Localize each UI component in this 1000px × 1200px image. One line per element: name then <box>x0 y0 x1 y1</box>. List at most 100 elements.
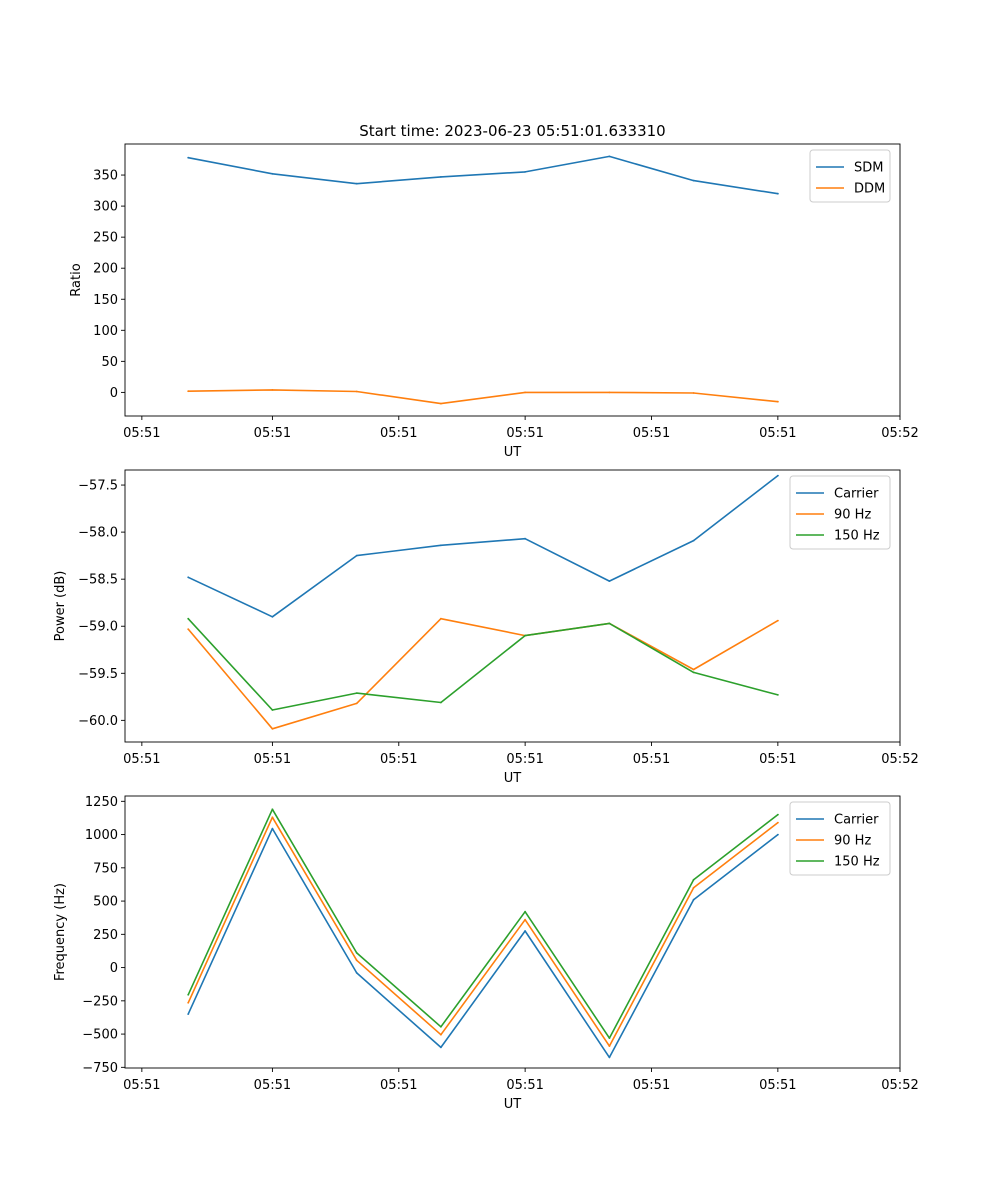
plot-frame <box>124 795 901 1069</box>
data-point <box>692 886 695 889</box>
y-tick-label: 250 <box>93 231 118 246</box>
data-point <box>440 1033 442 1036</box>
series-line-90-hz <box>187 617 779 730</box>
data-point <box>271 389 274 391</box>
y-tick-label: −750 <box>82 1061 118 1076</box>
y-tick-label: −60.0 <box>78 714 118 729</box>
data-point <box>355 972 358 974</box>
data-point <box>692 878 695 881</box>
data-point <box>524 918 526 921</box>
legend-label-ddm: DDM <box>854 182 885 197</box>
x-tick-label: 05:51 <box>633 426 670 441</box>
x-axis-label: UT <box>504 445 522 460</box>
legend-label-150-hz: 150 Hz <box>834 529 880 544</box>
y-tick-label: 750 <box>93 861 118 876</box>
y-tick-label: 100 <box>93 324 118 339</box>
chart-2: 05:51 05:51 05:51 05:51 05:51 05:51 05:52 −60.0… <box>53 469 919 786</box>
data-point <box>187 628 190 630</box>
data-point <box>271 808 274 811</box>
y-tick-label: −59.5 <box>78 667 118 682</box>
data-point <box>524 391 526 394</box>
y-tick-label: 250 <box>93 928 118 943</box>
x-tick-label: 05:52 <box>881 1078 918 1093</box>
data-point <box>271 827 274 830</box>
series-line-carrier <box>187 827 779 1059</box>
data-point <box>440 176 442 178</box>
data-point <box>440 617 442 620</box>
y-axis-label: Ratio <box>69 263 84 296</box>
x-axis-label: UT <box>504 771 522 786</box>
data-point <box>608 1037 611 1039</box>
data-point <box>440 1046 442 1049</box>
data-point <box>187 390 190 393</box>
data-point <box>355 692 358 694</box>
y-tick-label: 500 <box>93 895 118 910</box>
y-tick-label: −58.5 <box>78 573 118 588</box>
data-point <box>692 671 695 674</box>
x-tick-label: 05:51 <box>254 1078 291 1093</box>
y-tick-label: 350 <box>93 169 118 184</box>
data-point <box>440 544 442 547</box>
y-tick-label: 50 <box>101 355 118 370</box>
x-tick-label: 05:51 <box>633 1078 670 1093</box>
data-point <box>355 390 358 393</box>
y-tick-label: 300 <box>93 200 118 215</box>
chart-title: Start time: 2023-06-23 05:51:01.633310 <box>359 122 665 140</box>
legend-box <box>789 475 891 550</box>
data-point <box>271 709 274 711</box>
data-point <box>777 833 779 836</box>
y-tick-label: 1000 <box>85 828 118 843</box>
data-point <box>777 813 779 816</box>
x-tick-label: 05:51 <box>633 752 670 767</box>
x-tick-label: 05:51 <box>380 752 417 767</box>
data-point <box>355 952 358 954</box>
series-line-90-hz <box>187 816 779 1047</box>
series-line-sdm <box>188 155 779 195</box>
data-point <box>692 668 695 671</box>
x-tick-label: 05:51 <box>123 752 160 767</box>
data-point <box>440 402 442 405</box>
data-point <box>524 634 526 637</box>
y-tick-label: 0 <box>110 386 118 401</box>
y-axis-label: Power (dB) <box>53 571 68 642</box>
data-point <box>187 1001 190 1004</box>
data-point <box>524 930 526 932</box>
y-axis-label: Frequency (Hz) <box>53 883 68 981</box>
y-tick-label: 150 <box>93 293 118 308</box>
series-line-150-hz <box>187 618 779 711</box>
y-tick-label: 200 <box>93 262 118 277</box>
x-tick-label: 05:51 <box>380 1078 417 1093</box>
data-point <box>777 192 779 195</box>
data-point <box>187 617 190 620</box>
plot-frame <box>124 143 901 417</box>
legend-label-90-hz: 90 Hz <box>834 508 871 523</box>
data-point <box>777 694 779 696</box>
data-point <box>187 156 190 159</box>
data-point <box>608 622 611 625</box>
x-tick-label: 05:51 <box>254 426 291 441</box>
data-point <box>271 727 274 730</box>
data-point <box>608 1045 611 1047</box>
data-point <box>187 1013 190 1015</box>
data-point <box>187 576 190 579</box>
x-tick-label: 05:51 <box>123 1078 160 1093</box>
x-tick-label: 05:51 <box>759 752 796 767</box>
data-point <box>608 155 611 158</box>
y-tick-label: 1250 <box>85 795 118 810</box>
x-tick-label: 05:51 <box>123 426 160 441</box>
y-tick-label: −59.0 <box>78 620 118 635</box>
data-point <box>524 537 526 540</box>
x-tick-label: 05:51 <box>759 1078 796 1093</box>
legend-label-sdm: SDM <box>854 161 883 176</box>
legend-label-carrier: Carrier <box>834 813 879 828</box>
data-point <box>777 474 779 477</box>
x-tick-label: 05:52 <box>881 752 918 767</box>
x-tick-label: 05:51 <box>506 426 543 441</box>
x-axis-label: UT <box>504 1097 522 1112</box>
y-tick-label: −58.0 <box>78 526 118 541</box>
x-tick-label: 05:51 <box>254 752 291 767</box>
legend-box <box>809 149 891 203</box>
data-point <box>692 179 695 182</box>
y-tick-label: −57.5 <box>78 479 118 494</box>
